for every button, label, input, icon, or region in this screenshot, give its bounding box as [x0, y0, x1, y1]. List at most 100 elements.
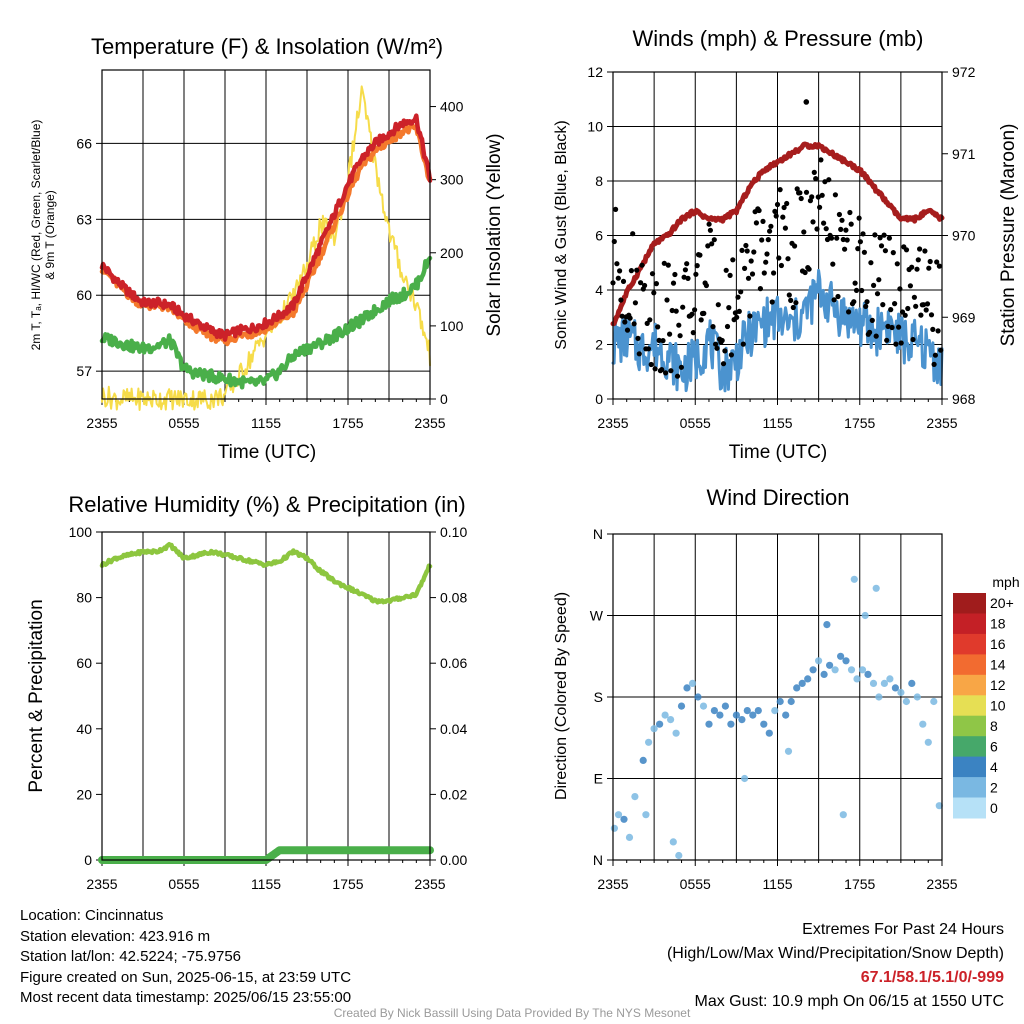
y-tick-label: 8	[595, 173, 603, 189]
y-tick-label: 0	[84, 852, 92, 868]
gust-point	[928, 312, 935, 318]
gust-point	[745, 275, 752, 281]
station-location: Location: Cincinnatus	[20, 907, 164, 924]
extremes-subheading: (High/Low/Max Wind/Precipitation/Snow De…	[666, 945, 1004, 962]
gust-point	[690, 330, 696, 336]
direction-point	[837, 652, 845, 660]
gust-point	[684, 261, 690, 267]
direction-point	[919, 720, 927, 728]
gust-point	[697, 252, 703, 258]
gust-point	[793, 300, 799, 306]
gust-point	[742, 265, 748, 271]
gust-point	[802, 269, 808, 276]
gust-point	[801, 229, 807, 235]
x-tick-label: 0555	[168, 876, 199, 892]
gust-point	[661, 260, 667, 266]
gust-point	[934, 259, 940, 265]
legend-label: 20+	[990, 595, 1014, 611]
y-tick-label: 57	[76, 363, 92, 379]
gust-point	[924, 301, 931, 307]
gust-point	[803, 189, 810, 195]
direction-point	[839, 811, 847, 819]
wind-speed-line	[611, 268, 944, 393]
gust-point	[885, 323, 891, 329]
gust-point	[894, 261, 900, 267]
y2-tick-label: 0.08	[440, 590, 467, 606]
gust-point	[794, 186, 800, 192]
winds-y2label: Station Pressure (Maroon)	[998, 124, 1019, 347]
gust-point	[922, 248, 928, 254]
y2-tick-label: 0.00	[440, 852, 467, 868]
direction-point	[850, 575, 858, 583]
direction-panel: Wind Direction N E S W N 2355 0555 1155 1755 2355…	[553, 485, 1020, 892]
y2-tick-label: 400	[440, 99, 464, 115]
gust-point	[707, 227, 714, 233]
direction-point	[924, 738, 932, 746]
gust-point	[748, 258, 754, 264]
gust-point	[935, 328, 941, 334]
legend-label: 6	[990, 738, 998, 754]
x-tick-label: 2355	[597, 876, 628, 892]
legend-swatch	[953, 797, 986, 819]
direction-point	[853, 675, 861, 683]
gust-point	[923, 307, 929, 313]
max-gust: Max Gust: 10.9 mph On 06/15 at 1550 UTC	[694, 993, 1005, 1010]
legend-swatch	[953, 715, 986, 737]
gust-point	[692, 307, 698, 313]
gust-point	[821, 220, 827, 226]
gust-point	[836, 211, 843, 218]
max-gust-point	[803, 99, 810, 105]
x-tick-label: 1755	[332, 876, 363, 892]
legend-label: 16	[990, 636, 1006, 652]
gust-point	[851, 299, 857, 305]
plot-frame	[101, 531, 431, 861]
gust-point	[649, 271, 656, 277]
gust-point	[815, 194, 821, 200]
gust-point	[792, 243, 798, 249]
gust-point	[835, 293, 841, 300]
direction-point	[754, 707, 762, 715]
credit-line: Created By Nick Bassill Using Data Provi…	[333, 1006, 691, 1020]
direction-point	[872, 584, 880, 592]
direction-point	[661, 711, 669, 719]
gust-point	[911, 294, 918, 300]
winds-panel: Winds (mph) & Pressure (mb) 0 2 4 6 8 10 12 968…	[553, 26, 1019, 463]
direction-point	[842, 657, 850, 665]
direction-point	[809, 666, 817, 674]
gust-point	[768, 223, 774, 229]
humidity-ylabel: Percent & Precipitation	[26, 599, 47, 792]
gust-point	[932, 352, 939, 358]
x-tick-label: 1155	[251, 415, 281, 431]
gust-point	[817, 204, 823, 210]
x-tick-label: 2355	[926, 876, 957, 892]
y-tick-label: 6	[595, 228, 603, 244]
gust-point	[777, 187, 783, 193]
gust-point	[759, 237, 765, 243]
gust-point	[915, 257, 921, 263]
direction-point	[935, 802, 943, 810]
gust-point	[902, 312, 908, 318]
gust-point	[753, 220, 760, 226]
gust-point	[747, 313, 753, 319]
humidity-line	[99, 541, 433, 605]
gust-point	[715, 302, 721, 308]
direction-point	[688, 679, 697, 688]
x-tick-label: 2355	[86, 876, 117, 892]
direction-point	[902, 697, 911, 706]
direction-point	[699, 702, 708, 710]
temperature-series-line	[99, 255, 433, 390]
gust-point	[826, 177, 832, 183]
gust-point	[871, 282, 877, 288]
gust-point	[670, 280, 677, 286]
gust-point	[797, 190, 803, 196]
gust-point	[713, 341, 719, 347]
gust-point	[844, 237, 850, 243]
gust-point	[689, 311, 695, 317]
direction-point	[625, 833, 634, 842]
direction-point	[667, 716, 675, 724]
direction-point	[642, 811, 650, 819]
gust-point	[839, 217, 845, 223]
gust-point	[615, 275, 621, 281]
legend-label: 18	[990, 616, 1006, 632]
gust-point	[859, 287, 865, 294]
